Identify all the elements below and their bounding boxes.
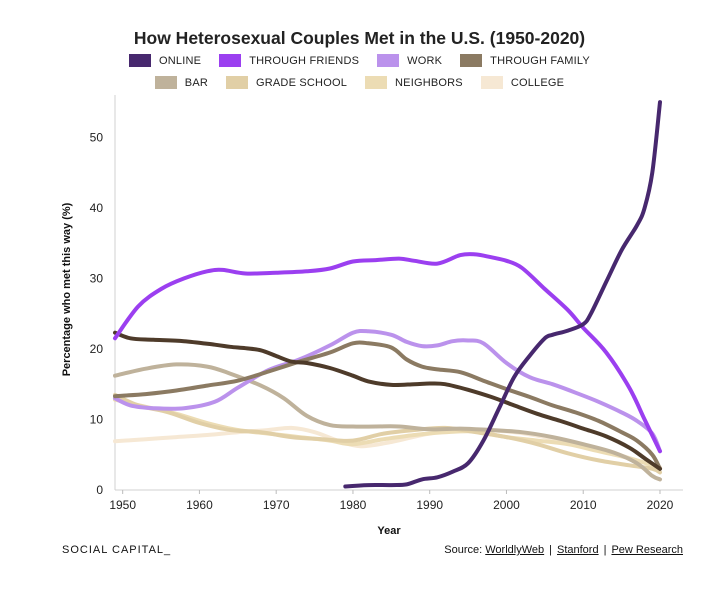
legend-label-online: ONLINE — [159, 54, 202, 67]
x-axis-label: Year — [377, 525, 401, 537]
legend-swatch-work — [377, 54, 400, 67]
series-line-through-family — [113, 340, 662, 471]
x-tick-label: 1960 — [186, 498, 213, 512]
legend-label-grade-school: GRADE SCHOOL — [256, 76, 348, 89]
y-tick-label: 20 — [90, 342, 104, 356]
legend-item-grade-school: GRADE SCHOOL — [226, 76, 347, 89]
x-tick-label: 2010 — [570, 498, 597, 512]
legend-item-work: WORK — [377, 54, 442, 67]
source-separator: | — [549, 544, 552, 556]
y-tick-label: 40 — [90, 201, 104, 215]
y-axis-label: Percentage who met this way (%) — [61, 202, 73, 376]
legend-swatch-online — [129, 54, 152, 67]
legend-swatch-bar — [154, 76, 177, 89]
legend-label-bar: BAR — [184, 76, 208, 89]
y-tick-label: 30 — [90, 271, 104, 285]
series-line-work — [113, 328, 662, 454]
source-link-worldlyweb[interactable]: WorldlyWeb — [485, 544, 545, 556]
series-line-online — [343, 100, 662, 489]
source-link-pew-research[interactable]: Pew Research — [611, 544, 683, 556]
legend-item-college: COLLEGE — [480, 76, 565, 89]
x-tick-label: 2000 — [493, 498, 520, 512]
legend-row-1: ONLINE THROUGH FRIENDS WORK THROUGH FAMI… — [0, 54, 719, 67]
legend-swatch-grade-school — [226, 76, 248, 89]
series-line-dark-unlabeled — [113, 330, 662, 471]
legend-label-college: COLLEGE — [510, 76, 565, 89]
chart-title: How Heterosexual Couples Met in the U.S.… — [133, 28, 586, 48]
y-tick-label: 50 — [90, 130, 104, 144]
legend-label-through-family: THROUGH FAMILY — [490, 54, 590, 67]
series-line-bar — [113, 362, 662, 482]
source-separator: | — [603, 544, 607, 556]
legend-row-2: BAR GRADE SCHOOL NEIGHBORS COLLEGE — [0, 76, 719, 89]
legend-swatch-neighbors — [365, 76, 388, 89]
legend-label-work: WORK — [407, 54, 443, 67]
source-link-stanford[interactable]: Stanford — [557, 544, 599, 556]
brand-label: SOCIAL CAPITAL_ — [62, 544, 172, 556]
legend-item-through-family: THROUGH FAMILY — [460, 54, 590, 67]
x-tick-label: 1980 — [340, 498, 367, 512]
source-prefix: Source: — [444, 544, 486, 556]
legend-label-through-friends: THROUGH FRIENDS — [249, 54, 360, 67]
series-line-neighbors — [113, 397, 662, 471]
x-tick-label: 1970 — [263, 498, 290, 512]
x-tick-label: 2020 — [647, 498, 674, 512]
legend-label-neighbors: NEIGHBORS — [395, 76, 463, 89]
series-line-through-friends — [113, 252, 662, 454]
source-line: Source: WorldlyWeb | Stanford | Pew Research — [444, 544, 683, 556]
y-tick-label: 10 — [90, 412, 104, 426]
legend-item-through-friends: THROUGH FRIENDS — [219, 54, 359, 67]
y-tick-label: 0 — [96, 483, 103, 497]
legend-swatch-college — [480, 76, 503, 89]
legend-swatch-through-family — [460, 54, 483, 67]
x-tick-label: 1950 — [109, 498, 136, 512]
series-line-grade-school — [113, 392, 662, 475]
legend-item-neighbors: NEIGHBORS — [365, 76, 463, 89]
legend-swatch-through-friends — [219, 54, 242, 67]
legend-item-bar: BAR — [154, 76, 208, 89]
x-tick-label: 1990 — [416, 498, 443, 512]
legend-item-online: ONLINE — [129, 54, 201, 67]
